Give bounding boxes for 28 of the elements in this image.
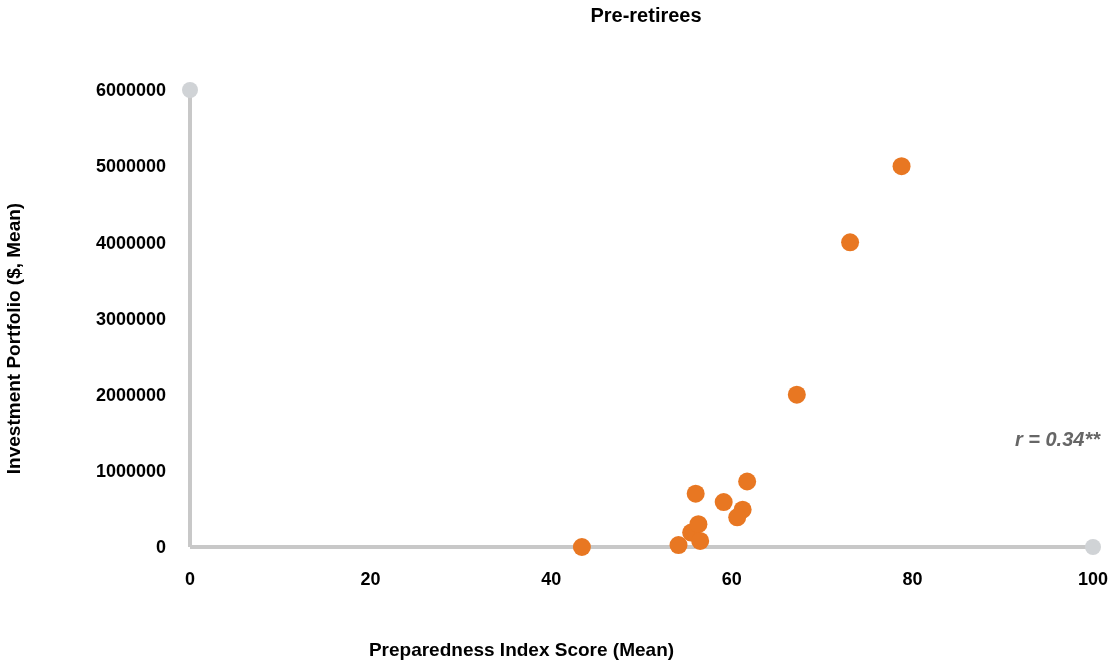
x-tick-label: 60 <box>721 569 742 589</box>
y-tick-label: 4000000 <box>95 232 166 253</box>
y-tick-label: 0 <box>155 537 166 558</box>
annotation: r = 0.34** <box>1014 428 1102 450</box>
point <box>691 531 710 550</box>
y-tick-label: 2000000 <box>95 384 166 405</box>
point <box>686 484 705 503</box>
point <box>572 538 591 556</box>
point <box>738 472 757 491</box>
point <box>892 157 911 176</box>
y-axis-title: Investment Portfolio ($, Mean) <box>3 202 24 475</box>
x-axis-title: Preparedness Index Score (Mean) <box>368 639 675 660</box>
x-tick-label: 100 <box>1077 569 1109 589</box>
point <box>714 493 733 512</box>
point <box>728 508 747 527</box>
x-tick-label: 20 <box>360 569 381 589</box>
point <box>669 536 688 555</box>
y-tick-label: 6000000 <box>95 80 166 101</box>
y-tick-label: 3000000 <box>95 308 166 329</box>
x-tick-label: 40 <box>541 569 562 589</box>
point <box>689 515 708 534</box>
point <box>787 385 806 404</box>
y-tick-label: 5000000 <box>95 156 166 177</box>
x-tick-label: 80 <box>902 569 923 589</box>
point <box>841 233 860 252</box>
x-tick-label: 0 <box>184 569 196 589</box>
chart-title: Pre-retirees <box>590 4 702 26</box>
y-tick-label: 1000000 <box>95 461 166 482</box>
